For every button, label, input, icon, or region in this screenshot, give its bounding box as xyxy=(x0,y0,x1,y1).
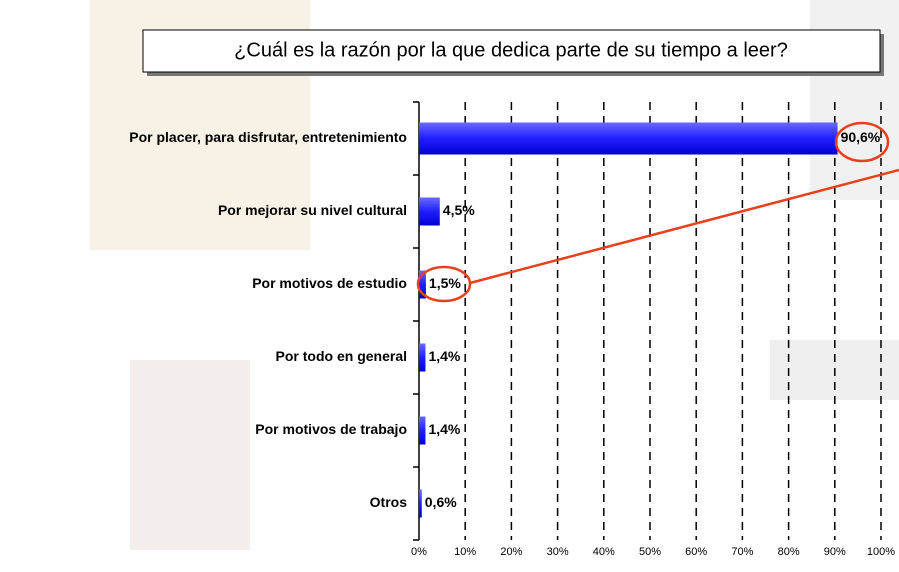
bar xyxy=(419,197,440,226)
x-tick-label: 60% xyxy=(685,546,707,558)
bar xyxy=(419,270,426,299)
value-label: 1,4% xyxy=(428,421,460,437)
value-label: 1,4% xyxy=(428,348,460,364)
value-label: 0,6% xyxy=(425,494,457,510)
y-tick-label: Por todo en general xyxy=(276,348,407,364)
y-tick-label: Por motivos de trabajo xyxy=(255,421,407,437)
y-tick-label: Por motivos de estudio xyxy=(252,275,407,291)
bar xyxy=(419,122,838,155)
annotation xyxy=(416,121,899,303)
x-tick-label: 0% xyxy=(411,546,427,558)
bar xyxy=(419,343,426,372)
y-tick-label: Otros xyxy=(370,494,408,510)
value-label: 4,5% xyxy=(443,202,475,218)
chart-title: ¿Cuál es la razón por la que dedica part… xyxy=(234,39,788,61)
y-tick-label: Por mejorar su nivel cultural xyxy=(218,202,407,218)
y-tick-label: Por placer, para disfrutar, entretenimie… xyxy=(129,129,407,145)
bar xyxy=(419,489,422,518)
bar xyxy=(419,416,426,445)
x-tick-label: 100% xyxy=(867,546,895,558)
x-tick-label: 30% xyxy=(547,546,569,558)
x-tick-label: 90% xyxy=(824,546,846,558)
x-tick-label: 50% xyxy=(639,546,661,558)
title-box xyxy=(142,29,881,73)
x-tick-label: 70% xyxy=(731,546,753,558)
x-tick-label: 10% xyxy=(454,546,476,558)
value-label: 1,5% xyxy=(429,275,461,291)
background-images xyxy=(90,0,899,550)
x-tick-label: 80% xyxy=(778,546,800,558)
x-tick-label: 20% xyxy=(500,546,522,558)
x-tick-label: 40% xyxy=(593,546,615,558)
value-label: 90,6% xyxy=(841,129,881,145)
